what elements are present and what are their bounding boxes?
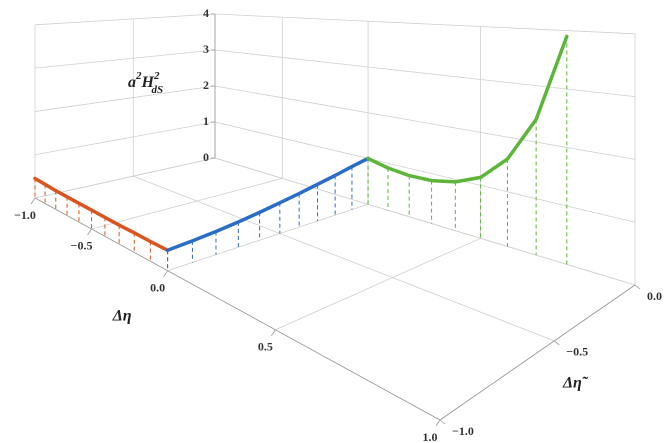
x-tick: [163, 270, 168, 277]
y-tick-label: −0.5: [566, 345, 588, 359]
z-tick-label: 1: [203, 114, 209, 128]
x-tick: [87, 228, 92, 236]
floor-grid-line: [275, 237, 481, 331]
series-line: [165, 156, 370, 253]
z-axis-label-part: H: [141, 74, 155, 91]
wall-grid-line: [214, 85, 636, 160]
box-edge: [34, 197, 441, 421]
x-tick-label: 0.5: [258, 340, 273, 354]
box-edge: [439, 284, 636, 421]
wall-grid-line: [214, 13, 636, 35]
wall-grid-line: [34, 49, 216, 69]
floor-grid-line: [133, 175, 555, 342]
y-tick-label: 0.0: [647, 289, 662, 303]
y-tick: [554, 340, 560, 346]
z-tick-label: 0: [203, 150, 209, 164]
x-tick: [30, 197, 36, 205]
z-axis-label-part: dS: [151, 84, 163, 96]
x-tick: [435, 419, 441, 427]
wall-grid-line: [214, 49, 636, 98]
wall-grid-line: [34, 157, 216, 199]
z-tick-label: 2: [203, 78, 209, 92]
x-tick-label: 1.0: [423, 430, 438, 443]
x-tick-label: −0.5: [71, 239, 93, 253]
x-axis-label: Δη: [112, 307, 132, 324]
z-axis-label: a2H2 dS: [128, 70, 163, 96]
z-axis-label-part: 2: [135, 70, 142, 82]
z-axis-label-part: 2: [153, 70, 160, 82]
y-axis-label: Δη̃: [562, 374, 589, 391]
y-tick-label: −1.0: [452, 424, 474, 438]
wall-grid-line: [34, 85, 216, 112]
y-tick: [634, 284, 641, 290]
x-tick-label: 0.0: [150, 280, 165, 294]
z-axis-label-part: a: [128, 74, 136, 91]
y-tick: [439, 419, 446, 425]
wall-grid-line: [214, 121, 636, 223]
wall-grid-line: [214, 157, 636, 286]
series-line: [33, 176, 170, 253]
z-tick-label: 4: [203, 6, 209, 20]
series-line: [366, 34, 569, 184]
z-tick-label: 3: [203, 42, 209, 56]
wall-grid-line: [34, 121, 216, 156]
x-tick: [271, 329, 276, 336]
floor-grid-line: [167, 203, 369, 272]
wall-grid-line: [34, 13, 216, 26]
x-tick-label: −1.0: [14, 208, 36, 222]
floor-grid-line: [91, 177, 283, 230]
